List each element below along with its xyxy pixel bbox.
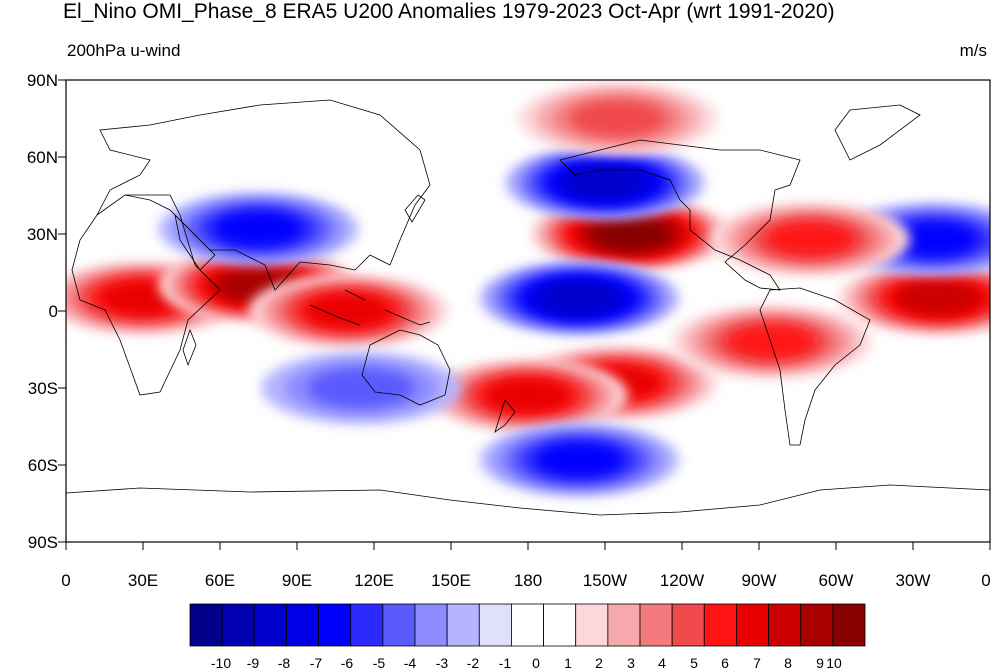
cb-label-m8: -8 [278, 655, 291, 671]
lat-label-30n: 30N [27, 225, 58, 244]
lon-label-0: 0 [61, 571, 70, 590]
cb-label-9: 9 [816, 655, 824, 671]
colorbar-box [607, 603, 641, 647]
colorbar-box [575, 603, 609, 647]
colorbar-box [511, 603, 544, 647]
variable-label: 200hPa u-wind [67, 41, 181, 60]
colorbar-box [832, 603, 866, 647]
cb-label-m7: -7 [310, 655, 323, 671]
anomaly-contour [565, 167, 645, 199]
lon-label-90e: 90E [282, 571, 312, 590]
lat-label-60s: 60S [28, 456, 58, 475]
lon-label-150w: 150W [583, 571, 627, 590]
colorbar-box [286, 603, 319, 647]
colorbar-box [189, 603, 223, 647]
lat-label-60n: 60N [27, 148, 58, 167]
units-label: m/s [959, 41, 987, 60]
anomaly-contour [570, 100, 666, 137]
cb-label-m10: -10 [211, 655, 231, 671]
anomaly-contour [307, 368, 415, 408]
colorbar-box [221, 603, 255, 647]
cb-label-m9: -9 [247, 655, 260, 671]
lat-label-90s: 90S [28, 533, 58, 552]
anomaly-contour [486, 379, 570, 412]
lon-label-30w: 30W [896, 571, 931, 590]
cb-label-4: 4 [658, 655, 666, 671]
anomaly-contour [539, 282, 620, 314]
lon-label-30e: 30E [128, 571, 158, 590]
cb-label-m5: -5 [373, 655, 386, 671]
cb-label-5: 5 [690, 655, 698, 671]
colorbar-box [671, 603, 705, 647]
chart-title: El_Nino OMI_Phase_8 ERA5 U200 Anomalies … [63, 0, 835, 23]
cb-label-m6: -6 [341, 655, 354, 671]
anomaly-contour [535, 443, 624, 477]
colorbar [189, 603, 866, 647]
cb-label-2: 2 [595, 655, 603, 671]
colorbar-box [703, 603, 737, 647]
anomaly-contour [306, 295, 391, 327]
lon-label-0-right: 0 [981, 571, 990, 590]
colorbar-box [382, 603, 416, 647]
cb-label-8: 8 [784, 655, 792, 671]
cb-label-6: 6 [721, 655, 729, 671]
colorbar-box [478, 603, 512, 647]
colorbar-box [350, 603, 384, 647]
colorbar-box [639, 603, 673, 647]
anomaly-contour [592, 219, 669, 249]
cb-label-10: 10 [826, 655, 842, 671]
anomaly-contour [889, 222, 978, 256]
cb-label-m2: -2 [467, 655, 480, 671]
lon-label-120e: 120E [354, 571, 394, 590]
cb-label-m1: -1 [499, 655, 512, 671]
anomaly-contour [898, 282, 979, 314]
lon-label-60e: 60E [205, 571, 235, 590]
lon-axis-labels: 0 30E 60E 90E 120E 150E 180 150W 120W 90… [61, 571, 990, 590]
lon-label-150e: 150E [431, 571, 471, 590]
anomaly-contour [214, 212, 303, 246]
colorbar-box [446, 603, 480, 647]
colorbar-box [768, 603, 802, 647]
lat-axis-labels: 90N 60N 30N 0 30S 60S 90S [27, 71, 58, 552]
cb-label-7: 7 [753, 655, 761, 671]
anomaly-contour [727, 325, 816, 359]
cb-label-1: 1 [564, 655, 572, 671]
colorbar-box [253, 603, 287, 647]
lon-label-90w: 90W [742, 571, 777, 590]
lon-label-180: 180 [514, 571, 542, 590]
axis-ticks [58, 79, 991, 550]
colorbar-box [736, 603, 769, 647]
anomaly-contour [766, 222, 855, 256]
colorbar-box [800, 603, 834, 647]
cb-label-m4: -4 [404, 655, 417, 671]
lat-label-90n: 90N [27, 71, 58, 90]
cb-label-m3: -3 [436, 655, 449, 671]
colorbar-box [318, 603, 352, 647]
colorbar-labels: -10 -9 -8 -7 -6 -5 -4 -3 -2 -1 0 1 2 3 4… [211, 655, 842, 671]
lon-label-120w: 120W [660, 571, 704, 590]
colorbar-box [414, 603, 448, 647]
colorbar-box [543, 603, 577, 647]
lat-label-30s: 30S [28, 379, 58, 398]
lon-label-60w: 60W [819, 571, 854, 590]
anomaly-field [66, 82, 990, 496]
cb-label-3: 3 [627, 655, 635, 671]
cb-label-0: 0 [532, 655, 540, 671]
lat-label-eq: 0 [49, 302, 58, 321]
coastlines [66, 99, 990, 516]
